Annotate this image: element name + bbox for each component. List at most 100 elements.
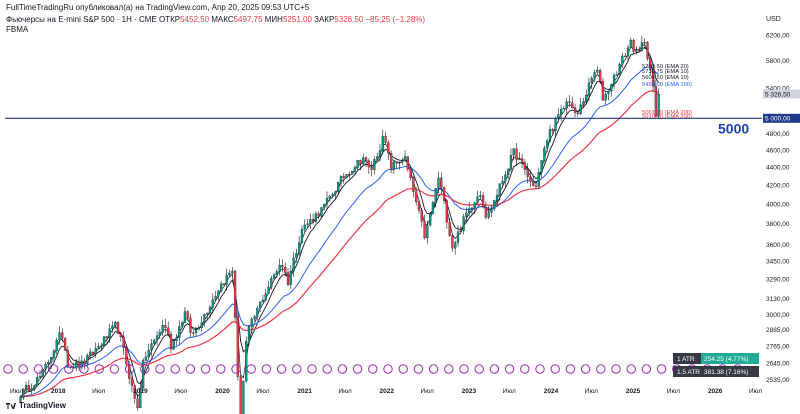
event-marker-icon xyxy=(94,364,104,374)
event-marker-icon xyxy=(140,364,150,374)
candle-body xyxy=(217,290,220,297)
candle-body xyxy=(646,42,649,59)
candle-body xyxy=(284,267,287,273)
candle-body xyxy=(476,196,479,204)
candle-body xyxy=(55,340,58,351)
candle-body xyxy=(350,171,354,175)
candle-body xyxy=(554,118,557,131)
candle-body xyxy=(225,275,228,285)
candle-body xyxy=(24,385,28,389)
x-axis-tick-label: Июл xyxy=(92,388,105,395)
atr-name-bg xyxy=(673,366,701,377)
candle-body xyxy=(579,104,582,115)
candle-body xyxy=(601,81,605,101)
candle-body xyxy=(311,219,315,222)
candle-body xyxy=(259,301,262,309)
candle-body xyxy=(267,286,270,294)
event-marker-icon xyxy=(261,364,272,374)
ema-200-line xyxy=(20,90,659,398)
candle-body xyxy=(256,307,259,317)
candle-body xyxy=(192,332,195,334)
candle-body xyxy=(643,42,646,44)
candle-body xyxy=(22,388,25,398)
candle-body xyxy=(395,161,398,164)
candle-body xyxy=(200,322,203,328)
y-axis-tick-label: 3800,00 xyxy=(766,221,790,228)
candle-body xyxy=(141,360,145,389)
y-axis-tick-label: 3130,00 xyxy=(766,296,790,303)
candle-body xyxy=(194,329,198,333)
candle-body xyxy=(298,242,301,254)
candle-body xyxy=(593,72,596,79)
candle-body xyxy=(520,158,524,163)
price-badge-bg xyxy=(763,113,800,123)
candle-body xyxy=(75,361,78,369)
high-label: МАКС xyxy=(211,15,234,24)
candle-body xyxy=(610,84,613,92)
candle-body xyxy=(362,157,365,165)
x-axis-tick-label: 2019 xyxy=(133,388,148,395)
candle-body xyxy=(448,222,451,236)
candle-body xyxy=(493,200,496,210)
candle-body xyxy=(36,377,39,386)
candle-body xyxy=(417,201,421,211)
candle-body xyxy=(172,340,175,350)
candle-body xyxy=(69,366,72,368)
candle-body xyxy=(573,107,577,113)
candle-body xyxy=(44,364,47,370)
atr-value-bg xyxy=(701,353,759,364)
candle-body xyxy=(270,278,273,288)
y-axis-tick-label: 4600,00 xyxy=(766,147,790,154)
candle-body xyxy=(459,230,462,232)
candle-body xyxy=(604,93,607,101)
ema-20-line xyxy=(20,46,659,398)
event-marker-icon xyxy=(489,364,500,374)
candle-body xyxy=(261,299,265,302)
candle-body xyxy=(63,338,67,351)
candle-body xyxy=(211,299,214,308)
candle-body xyxy=(356,160,359,168)
candle-body xyxy=(337,182,340,192)
candle-body xyxy=(334,191,337,195)
candle-body xyxy=(537,172,540,187)
event-marker-icon xyxy=(48,364,59,374)
event-marker-icon xyxy=(474,364,484,374)
low-label: МИН xyxy=(264,15,283,24)
candle-body xyxy=(186,311,189,319)
candle-body xyxy=(507,169,510,176)
price-axis-currency: USD xyxy=(766,16,781,23)
candle-body xyxy=(89,351,92,356)
candle-body xyxy=(515,148,518,160)
close-label: ЗАКР xyxy=(314,15,335,24)
candle-body xyxy=(133,385,136,399)
candle-body xyxy=(618,64,621,75)
atr-value: 254.25 (4.77%) xyxy=(704,356,748,363)
price-badge-text: 5 326,50 xyxy=(765,91,791,98)
candle-body xyxy=(431,202,435,214)
candle-body xyxy=(342,175,345,178)
level-5000-label: 5000 xyxy=(718,120,749,136)
event-marker-icon xyxy=(124,364,135,374)
candle-body xyxy=(378,150,382,157)
candle-body xyxy=(272,274,276,279)
ema-value-label: 5738.75 (EMA 10) xyxy=(642,69,689,75)
price-badge-bg xyxy=(763,89,800,99)
event-marker-icon xyxy=(79,364,89,374)
candle-body xyxy=(27,385,30,391)
candle-body xyxy=(529,176,532,182)
candle-body xyxy=(97,346,100,349)
candle-body xyxy=(523,162,527,170)
y-axis-tick-label: 3450,00 xyxy=(766,258,790,265)
candle-body xyxy=(423,221,426,239)
candle-body xyxy=(518,158,521,160)
candle-body xyxy=(456,231,460,243)
x-axis-tick-label: 2021 xyxy=(297,388,312,395)
x-axis-tick-label: Июл xyxy=(585,388,598,395)
candle-body xyxy=(487,212,490,218)
candle-body xyxy=(429,213,432,226)
candle-body xyxy=(582,101,585,105)
candle-body xyxy=(108,328,111,339)
indicator-name: FBMA xyxy=(6,25,29,34)
atr-name-bg xyxy=(673,353,701,364)
